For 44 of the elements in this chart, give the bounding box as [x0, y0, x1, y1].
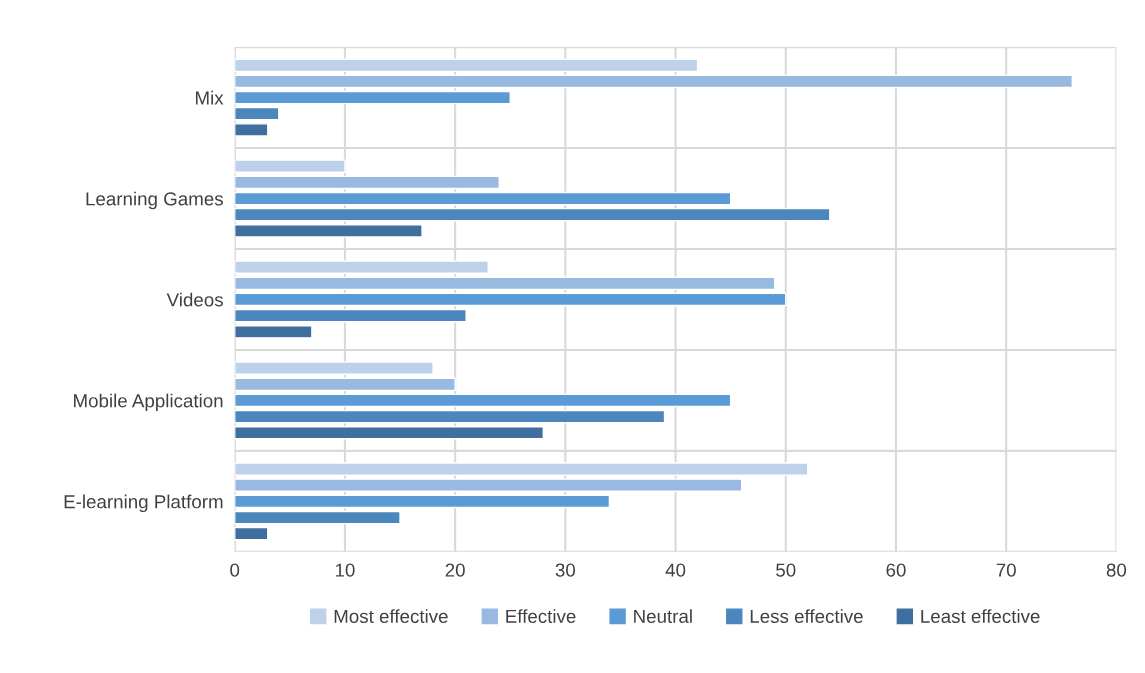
legend-label: Neutral — [634, 609, 692, 623]
bar — [234, 90, 511, 105]
bar — [234, 106, 280, 121]
y-tick-label: Learning Games — [86, 191, 223, 210]
x-tick-label: 70 — [996, 563, 1016, 577]
x-tick-label: 20 — [445, 563, 465, 577]
bar — [234, 58, 699, 73]
x-tick-label: 60 — [886, 563, 906, 577]
legend-label: Effective — [506, 609, 576, 623]
x-tick-label: 0 — [230, 563, 240, 577]
bar — [234, 308, 467, 323]
bar — [234, 478, 743, 492]
x-tick-label: 10 — [335, 563, 355, 577]
bar — [234, 510, 401, 525]
bar — [234, 123, 269, 137]
bar — [234, 409, 666, 424]
bar — [234, 74, 1073, 89]
bar — [234, 494, 611, 509]
bar — [234, 224, 423, 238]
y-tick-label: Videos — [166, 292, 223, 307]
bar — [234, 325, 313, 339]
bar — [234, 292, 787, 307]
bar — [234, 175, 500, 190]
bar — [234, 526, 269, 541]
bar — [234, 260, 489, 274]
bar — [234, 191, 732, 206]
bar — [234, 425, 544, 440]
legend-label: Less effective — [750, 609, 863, 623]
y-tick-label: Mobile Application — [74, 393, 223, 412]
bar — [234, 159, 346, 173]
bar — [234, 393, 732, 408]
bar — [234, 207, 831, 222]
x-tick-label: 30 — [555, 563, 576, 577]
bar — [234, 361, 434, 375]
bar — [234, 377, 456, 392]
y-tick-label: Mix — [195, 90, 224, 105]
x-tick-label: 50 — [776, 563, 796, 577]
bar — [234, 276, 776, 291]
x-tick-label: 40 — [665, 563, 686, 577]
x-tick-label: 80 — [1106, 563, 1127, 577]
y-tick-label: E-learning Platform — [64, 494, 223, 513]
legend-label: Most effective — [334, 609, 448, 623]
bar — [234, 462, 809, 476]
legend-label: Least effective — [921, 609, 1040, 623]
